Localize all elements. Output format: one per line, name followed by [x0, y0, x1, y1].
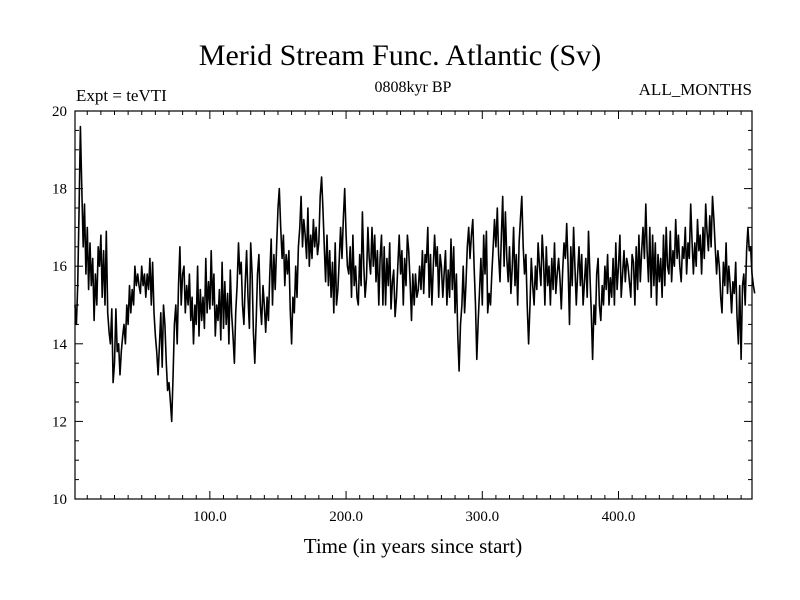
y-tick-label: 14 [52, 337, 68, 353]
y-axis-tick-labels: 10 12 14 16 18 20 [52, 104, 68, 508]
y-tick-label: 20 [52, 104, 67, 120]
y-tick-label: 16 [52, 259, 68, 275]
series-line [74, 125, 756, 423]
y-tick-label: 18 [52, 182, 67, 198]
x-tick-label: 200.0 [329, 509, 363, 525]
period-label: 0808kyr BP [375, 79, 452, 96]
x-tick-label: 400.0 [602, 509, 636, 525]
y-tick-label: 10 [52, 492, 67, 508]
x-tick-label: 300.0 [465, 509, 499, 525]
y-tick-label: 12 [52, 414, 67, 430]
x-axis-label: Time (in years since start) [304, 534, 523, 558]
x-tick-label: 100.0 [193, 509, 227, 525]
x-axis-ticks [86, 111, 742, 499]
months-label: ALL_MONTHS [639, 80, 752, 99]
experiment-label: Expt = teVTI [76, 86, 167, 105]
chart-title: Merid Stream Func. Atlantic (Sv) [199, 39, 601, 72]
plot-frame [74, 110, 753, 500]
x-axis-tick-labels: 100.0 200.0 300.0 400.0 [193, 509, 635, 525]
